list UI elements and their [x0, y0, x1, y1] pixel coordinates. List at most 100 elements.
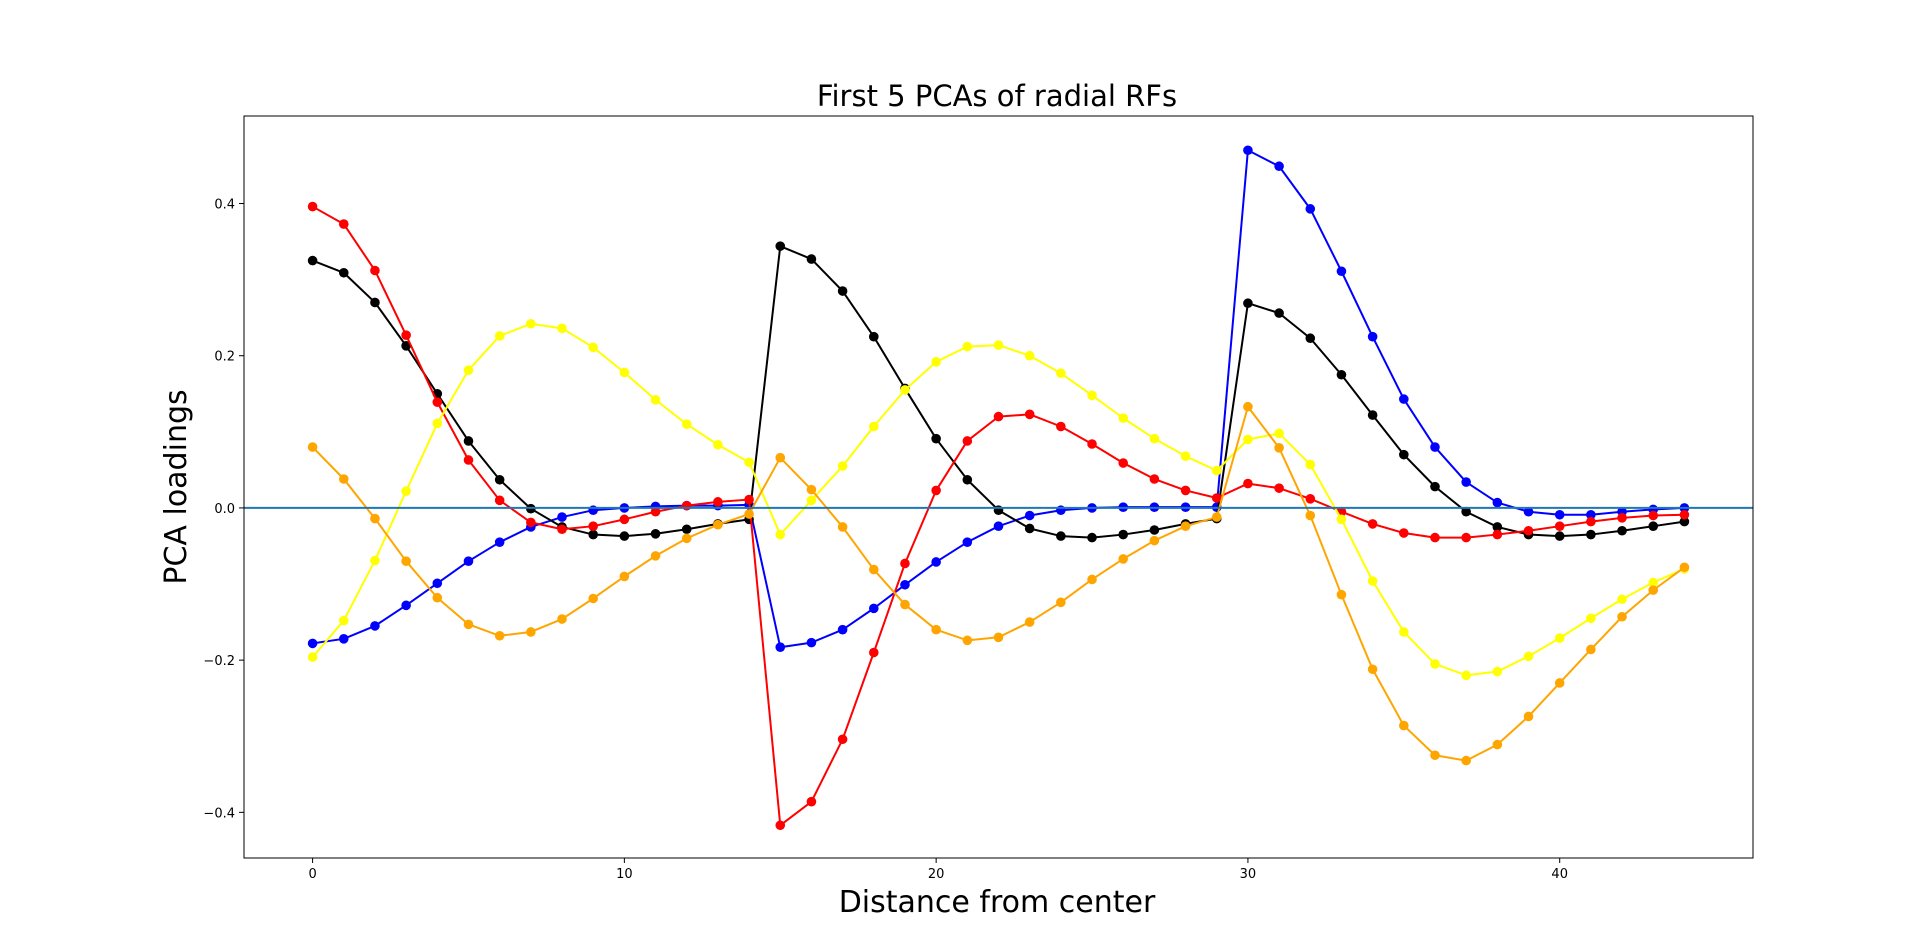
series-2-point — [837, 286, 848, 296]
series-5-point — [1336, 589, 1347, 600]
series-4-point — [557, 323, 567, 334]
series-4-point — [1617, 594, 1627, 605]
series-2-point — [962, 474, 973, 485]
series-3-point — [1274, 483, 1284, 493]
series-3-line — [312, 205, 1685, 827]
series-2-point — [1617, 525, 1627, 536]
series-4-point — [1305, 459, 1316, 470]
series-4-point — [1211, 465, 1222, 476]
series-2-point — [1648, 521, 1659, 531]
series-3-point — [1617, 513, 1627, 523]
series-5-point — [931, 624, 941, 635]
series-4-point — [1648, 577, 1659, 588]
x-tick-label: 40 — [1551, 867, 1568, 882]
series-2-point — [1024, 523, 1035, 534]
series-1-point — [1367, 331, 1378, 342]
series-3-point — [1243, 478, 1253, 489]
series-1-point — [338, 634, 349, 644]
series-2-point — [681, 524, 692, 535]
series-2-point — [1586, 529, 1596, 540]
series-4-point — [1087, 390, 1097, 401]
series-1-point — [1461, 477, 1471, 487]
series-3-point — [1367, 519, 1378, 529]
series-2-point — [993, 505, 1004, 516]
series-2-point — [1430, 481, 1440, 492]
y-tick-label: −0.4 — [203, 806, 235, 821]
series-3-point — [494, 495, 505, 506]
series-4-point — [931, 357, 941, 367]
series-2-point — [1087, 532, 1097, 543]
series-3-point — [1149, 474, 1160, 484]
series-4-point — [401, 486, 411, 496]
series-1-point — [557, 512, 567, 522]
series-3-point — [1399, 528, 1409, 538]
series-3-point — [900, 558, 910, 569]
series-1-point — [401, 600, 411, 611]
series-5-point — [1024, 617, 1035, 627]
series-4-point — [370, 555, 380, 566]
series-1-point — [1056, 505, 1066, 516]
series-3-point — [401, 330, 411, 340]
series-5-point — [1211, 512, 1222, 522]
series-4-point — [1336, 514, 1347, 525]
series-2-point — [650, 529, 661, 539]
series-5-point — [432, 592, 443, 603]
series-3-point — [837, 734, 848, 745]
series-4-point — [962, 341, 973, 352]
series-5-point — [1118, 554, 1129, 564]
series-2-point — [307, 255, 318, 266]
x-tick-label: 30 — [1240, 867, 1257, 882]
series-3-point — [650, 506, 661, 517]
series-5-point — [993, 632, 1004, 643]
series-5-point — [713, 519, 723, 530]
series-5-point — [557, 614, 567, 624]
y-axis-label: PCA loadings — [159, 389, 194, 584]
series-4-point — [526, 318, 536, 329]
series-3-point — [868, 647, 879, 658]
series-3-point — [557, 524, 567, 535]
series-4 — [307, 318, 1690, 681]
series-1-point — [775, 642, 786, 652]
series-2-point — [1336, 369, 1347, 380]
series-5-point — [307, 442, 318, 452]
series-5 — [307, 401, 1690, 766]
series-3-point — [432, 397, 443, 407]
series-1-point — [806, 637, 817, 648]
series-4-point — [993, 340, 1004, 350]
series-3-point — [681, 500, 692, 511]
series-3-point — [1461, 532, 1471, 543]
series-5-point — [1149, 535, 1160, 546]
series-1 — [307, 145, 1690, 652]
series-3-point — [463, 455, 474, 465]
series-4-line — [311, 322, 1685, 677]
series-4-point — [1554, 633, 1565, 643]
series-1-point — [1523, 506, 1534, 517]
series-5-point — [837, 522, 848, 532]
series-2-point — [338, 267, 349, 278]
series-3-point — [1024, 409, 1035, 420]
series-3-point — [1430, 532, 1440, 543]
series-1-point — [1399, 394, 1409, 404]
series-5-point — [1180, 521, 1191, 531]
series-4-point — [1024, 350, 1035, 361]
series-5-point — [806, 484, 817, 495]
series-3-point — [526, 517, 536, 528]
series-5-point — [868, 564, 879, 575]
series-2-point — [1243, 298, 1253, 309]
series-4-point — [1274, 428, 1284, 439]
series-4-point — [650, 395, 661, 405]
series-2-point — [1554, 531, 1565, 541]
series-5-point — [1274, 443, 1284, 453]
series-2-point — [1492, 522, 1503, 532]
series-2-point — [806, 254, 817, 264]
series-5-point — [1679, 562, 1690, 573]
series-1-point — [1492, 497, 1503, 508]
series-4-point — [1430, 659, 1440, 669]
series-2-line — [312, 245, 1685, 539]
series-4-point — [1118, 413, 1129, 423]
series-5-point — [1399, 720, 1409, 731]
series-1-point — [1243, 145, 1253, 156]
series-5-point — [1430, 750, 1440, 761]
series-1-point — [1024, 510, 1035, 521]
series-3 — [307, 201, 1690, 831]
